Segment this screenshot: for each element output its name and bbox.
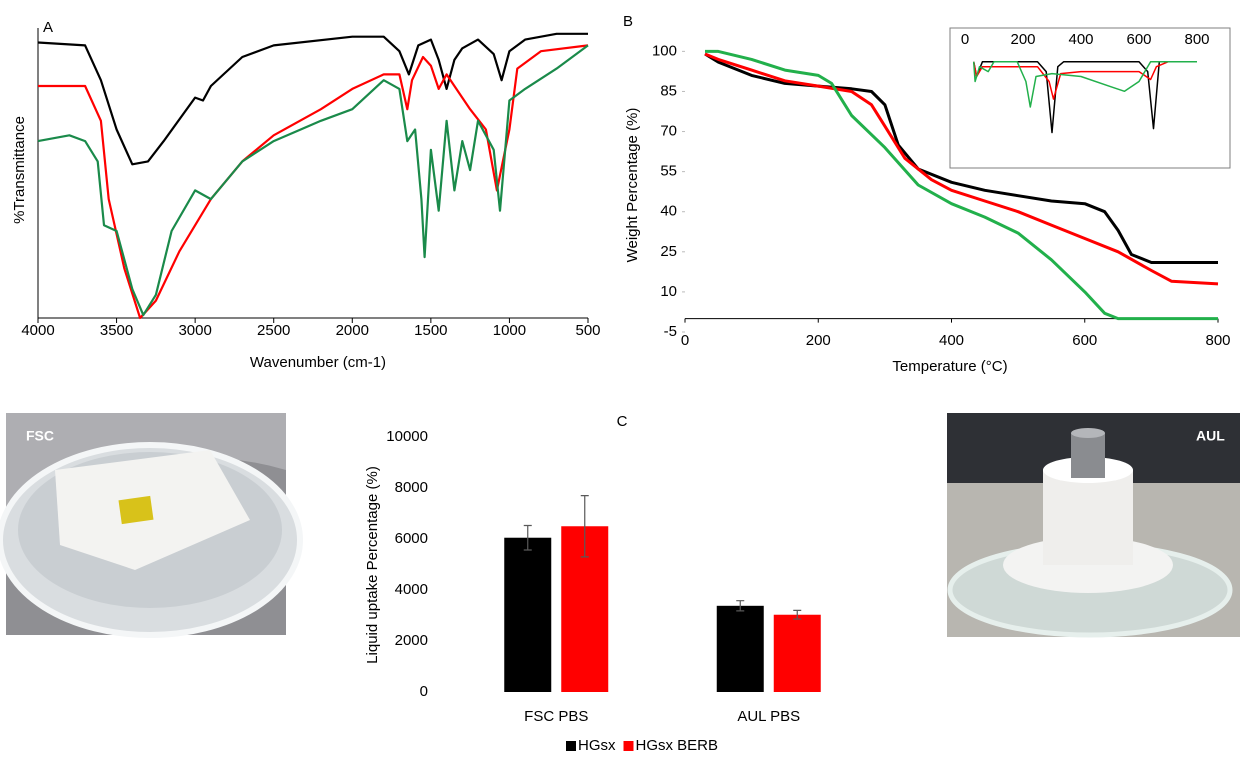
fsc-photo: FSC xyxy=(0,413,303,638)
x-tick-label: 2000 xyxy=(336,322,369,339)
x-tick-label: 800 xyxy=(1205,332,1230,349)
legend-label: HGsx BERB xyxy=(636,737,719,754)
x-tick-label: 2500 xyxy=(257,322,290,339)
y-tick-label: 0 xyxy=(420,683,428,700)
y-tick-label: 25 xyxy=(660,243,677,260)
x-tick-label: 200 xyxy=(1010,31,1035,48)
data-line xyxy=(972,61,1197,134)
sample-sheet xyxy=(55,450,250,570)
error-bar xyxy=(523,524,532,551)
data-line xyxy=(37,32,588,166)
y-axis-title: %Transmittance xyxy=(11,116,28,224)
x-tick-label: 200 xyxy=(806,332,831,349)
panel-label: A xyxy=(43,19,53,36)
y-tick-label: 8000 xyxy=(395,479,428,496)
y-tick-label: 70 xyxy=(660,123,677,140)
y-tick-label: 100 xyxy=(652,42,677,59)
x-tick-label: 4000 xyxy=(21,322,54,339)
y-tick-label: 2000 xyxy=(395,632,428,649)
photo-label: FSC xyxy=(26,428,54,444)
x-tick-label: AUL PBS xyxy=(737,708,800,725)
y-axis-title: Weight Percentage (%) xyxy=(624,108,641,263)
x-tick-label: 1000 xyxy=(493,322,526,339)
legend-swatch xyxy=(566,741,576,751)
y-tick-label: 40 xyxy=(660,203,677,220)
error-bar xyxy=(580,495,589,558)
x-tick-label: 400 xyxy=(939,332,964,349)
x-axis-title: Wavenumber (cm-1) xyxy=(250,354,386,371)
x-tick-label: 500 xyxy=(575,322,600,339)
weight-top xyxy=(1071,428,1105,438)
data-line xyxy=(37,44,589,317)
aul-photo: AUL xyxy=(947,413,1240,638)
bar xyxy=(773,614,821,692)
legend-swatch xyxy=(623,741,634,751)
y-tick-label: 10000 xyxy=(386,428,428,445)
photo-label: AUL xyxy=(1196,428,1225,444)
weight xyxy=(1071,433,1105,478)
x-tick-label: 0 xyxy=(961,31,969,48)
inset-frame xyxy=(949,27,1231,169)
y-axis-title: Liquid uptake Percentage (%) xyxy=(364,466,381,664)
y-tick-label: 55 xyxy=(660,163,677,180)
error-bar xyxy=(793,609,802,620)
y-tick-label: 4000 xyxy=(395,581,428,598)
cylinder xyxy=(1043,470,1133,565)
data-line xyxy=(704,52,1219,286)
panel-label: B xyxy=(623,13,633,30)
x-axis-title: Temperature (°C) xyxy=(892,358,1007,375)
bar xyxy=(504,537,552,692)
y-tick-label: -5 xyxy=(664,323,677,340)
y-tick-label: 10 xyxy=(660,283,677,300)
photo-shade xyxy=(6,413,286,520)
x-tick-label: 0 xyxy=(681,332,689,349)
data-line xyxy=(705,49,1218,321)
x-tick-label: 3000 xyxy=(178,322,211,339)
y-tick-label: 85 xyxy=(660,82,677,99)
data-line xyxy=(972,61,1197,108)
x-tick-label: FSC PBS xyxy=(524,708,588,725)
data-line xyxy=(38,44,589,320)
x-tick-label: 800 xyxy=(1184,31,1209,48)
x-tick-label: 3500 xyxy=(100,322,133,339)
panel-label: C xyxy=(617,413,628,430)
x-tick-label: 600 xyxy=(1072,332,1097,349)
data-line xyxy=(972,61,1197,100)
data-line xyxy=(704,52,1218,264)
x-tick-label: 600 xyxy=(1126,31,1151,48)
error-bar xyxy=(736,600,745,612)
legend-label: HGsx xyxy=(578,737,616,754)
x-tick-label: 1500 xyxy=(414,322,447,339)
sample xyxy=(118,495,154,525)
x-tick-label: 400 xyxy=(1068,31,1093,48)
bar xyxy=(716,605,764,692)
y-tick-label: 6000 xyxy=(395,530,428,547)
